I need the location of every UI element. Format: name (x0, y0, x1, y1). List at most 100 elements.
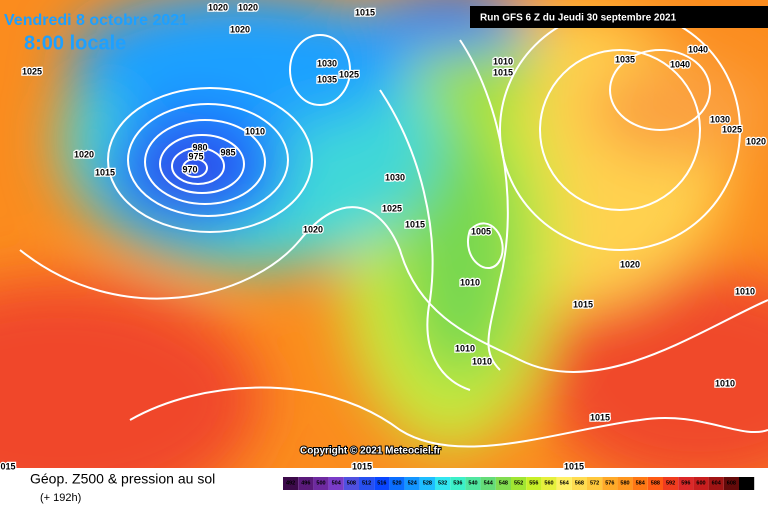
isobar-label: 1035 (317, 74, 337, 84)
scale-label: 568 (575, 480, 584, 486)
scale-label: 600 (696, 480, 705, 486)
scale-label: 532 (438, 480, 447, 486)
isobar-label: 1040 (688, 44, 708, 54)
isobar-label: 1010 (455, 343, 475, 353)
scale-swatch (313, 477, 329, 490)
scale-swatch (495, 477, 511, 490)
scale-label: 548 (499, 480, 508, 486)
scale-swatch (374, 477, 390, 490)
scale-label: 584 (636, 480, 646, 486)
isobar-label: 1010 (472, 356, 492, 366)
scale-label: 520 (392, 480, 401, 486)
scale-label: 604 (712, 480, 722, 486)
isobar-label: 1025 (382, 203, 402, 213)
scale-label: 536 (453, 480, 462, 486)
scale-swatch (602, 477, 618, 490)
scale-label: 500 (316, 480, 325, 486)
isobar-label: 1030 (317, 58, 337, 68)
run-info: Run GFS 6 Z du Jeudi 30 septembre 2021 (480, 13, 677, 24)
scale-swatch (556, 477, 572, 490)
scale-swatch (678, 477, 694, 490)
isobar-label: 975 (188, 151, 203, 161)
isobar-label: 1010 (735, 286, 755, 296)
scale-label: 524 (408, 480, 418, 486)
scale-swatch (617, 477, 633, 490)
isobar-label: 1030 (710, 114, 730, 124)
scale-label: 540 (468, 480, 477, 486)
isobar-label: 1015 (564, 461, 584, 471)
scale-swatch (723, 477, 739, 490)
isobar-label: 1025 (22, 66, 42, 76)
scale-swatch (647, 477, 663, 490)
isobar-label: 1015 (352, 461, 372, 471)
isobar-label: 1015 (590, 412, 610, 422)
scale-swatch (389, 477, 405, 490)
isobar-label: 1020 (74, 149, 94, 159)
legend-subtitle: (+ 192h) (40, 492, 81, 504)
isobar-label: 1040 (670, 59, 690, 69)
scale-swatch (526, 477, 542, 490)
scale-swatch (632, 477, 648, 490)
scale-swatch (328, 477, 344, 490)
isobar-label: 1005 (471, 226, 491, 236)
scale-label: 572 (590, 480, 599, 486)
isobar-label: 1010 (245, 126, 265, 136)
scale-swatch (465, 477, 481, 490)
scale-swatch (298, 477, 314, 490)
isobar-label: 1010 (715, 378, 735, 388)
scale-swatch (663, 477, 679, 490)
isobar-label: 1020 (303, 224, 323, 234)
scale-label: 596 (681, 480, 690, 486)
isobar-label: 1025 (722, 124, 742, 134)
isobar-label: 1020 (238, 2, 258, 12)
scale-label: 576 (605, 480, 614, 486)
scale-label: 496 (301, 480, 310, 486)
scale-swatch (343, 477, 359, 490)
scale-label: 588 (651, 480, 660, 486)
scale-label: 612 (742, 480, 751, 486)
isobar-label: 1035 (615, 54, 635, 64)
isobar-label: 1020 (230, 24, 250, 34)
scale-swatch (708, 477, 724, 490)
scale-swatch (435, 477, 451, 490)
scale-swatch (359, 477, 375, 490)
scale-label: 592 (666, 480, 675, 486)
isobar-label: 970 (182, 164, 197, 174)
scale-swatch (739, 477, 755, 490)
scale-label: 556 (529, 480, 538, 486)
scale-swatch (404, 477, 420, 490)
scale-swatch (541, 477, 557, 490)
isobar-label: 1010 (460, 277, 480, 287)
run-box (470, 6, 768, 28)
map-title: Vendredi 8 octobre 2021 (4, 12, 188, 29)
isobar-label: 1030 (385, 172, 405, 182)
scale-swatch (511, 477, 527, 490)
scale-label: 516 (377, 480, 386, 486)
legend-title: Géop. Z500 & pression au sol (30, 471, 215, 487)
scale-label: 552 (514, 480, 523, 486)
scale-swatch (571, 477, 587, 490)
scale-label: 504 (332, 480, 342, 486)
isobar-label: 1015 (95, 167, 115, 177)
scale-label: 580 (620, 480, 629, 486)
scale-label: 608 (727, 480, 736, 486)
isobar-label: 1020 (746, 136, 766, 146)
scale-label: 560 (544, 480, 553, 486)
scale-swatch (693, 477, 709, 490)
isobar-label: 1020 (208, 2, 228, 12)
scale-label: 492 (286, 480, 295, 486)
isobar-label: 015 (0, 461, 15, 471)
isobar-label: 1020 (620, 259, 640, 269)
scale-label: 512 (362, 480, 371, 486)
scale-label: 564 (560, 480, 570, 486)
scale-swatch (480, 477, 496, 490)
isobar-label: 1015 (493, 67, 513, 77)
isobar-label: 1025 (339, 69, 359, 79)
scale-swatch (283, 477, 299, 490)
isobar-label: 1010 (493, 56, 513, 66)
isobar-label: 985 (220, 147, 235, 157)
scale-swatch (419, 477, 435, 490)
isobar-lines (19, 9, 768, 448)
